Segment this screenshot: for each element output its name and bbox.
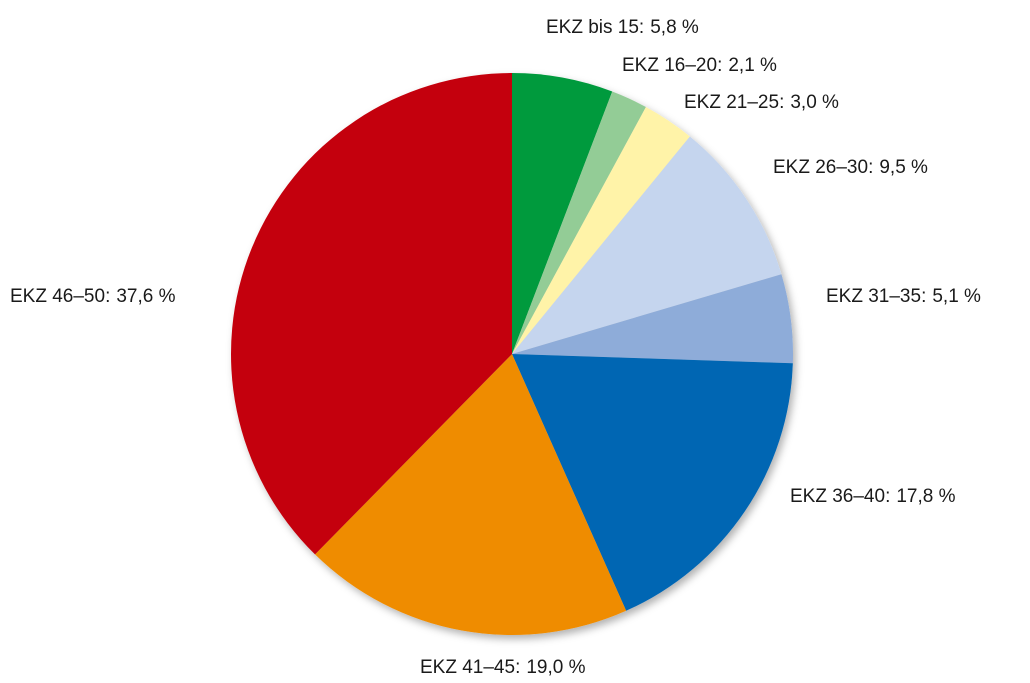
pie-slice xyxy=(512,106,690,354)
slice-label: EKZ 46–50: 37,6 % xyxy=(10,286,176,307)
slice-label-name: EKZ 41–45: xyxy=(420,657,520,678)
slice-label-name: EKZ 36–40: xyxy=(790,486,890,507)
slice-label-value: 17,8 % xyxy=(896,486,955,507)
slice-label-value: 19,0 % xyxy=(526,657,585,678)
slice-label: EKZ 21–25: 3,0 % xyxy=(684,92,839,113)
pie-slice xyxy=(512,354,793,611)
pie xyxy=(231,73,793,636)
slice-label-name: EKZ 46–50: xyxy=(10,286,110,307)
slice-label-value: 37,6 % xyxy=(116,286,175,307)
pie-slice xyxy=(231,73,512,555)
slice-label-value: 2,1 % xyxy=(728,55,777,76)
slice-label-value: 9,5 % xyxy=(879,157,928,178)
slice-label: EKZ bis 15: 5,8 % xyxy=(546,17,699,38)
pie-slice xyxy=(315,354,627,636)
slice-label-name: EKZ 16–20: xyxy=(622,55,722,76)
pie-slice xyxy=(512,136,782,354)
slice-label: EKZ 31–35: 5,1 % xyxy=(826,286,981,307)
slice-label-name: EKZ 26–30: xyxy=(773,157,873,178)
slice-label-value: 5,8 % xyxy=(650,17,699,38)
slice-label-name: EKZ 21–25: xyxy=(684,92,784,113)
slice-label-value: 5,1 % xyxy=(932,286,981,307)
slice-label: EKZ 26–30: 9,5 % xyxy=(773,157,928,178)
slice-label: EKZ 41–45: 19,0 % xyxy=(420,657,586,678)
pie-slice xyxy=(512,73,613,354)
pie-slice xyxy=(512,91,646,355)
slice-label: EKZ 36–40: 17,8 % xyxy=(790,486,956,507)
slice-label-name: EKZ 31–35: xyxy=(826,286,926,307)
slice-label-name: EKZ bis 15: xyxy=(546,17,644,38)
pie-slice xyxy=(512,274,793,364)
slice-label: EKZ 16–20: 2,1 % xyxy=(622,55,777,76)
slice-label-value: 3,0 % xyxy=(790,92,839,113)
